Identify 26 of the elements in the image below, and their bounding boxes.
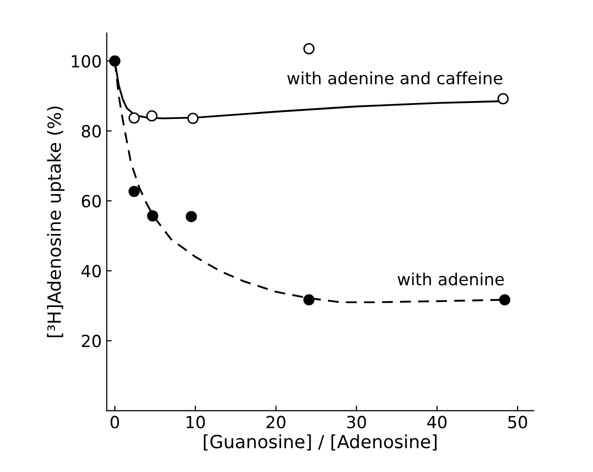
- series-label: with adenine and caffeine: [287, 72, 502, 84]
- point: [497, 93, 509, 104]
- x-tick-label: 10: [186, 416, 205, 428]
- point: [186, 210, 197, 222]
- y-tick-label: 60: [82, 194, 101, 208]
- x-tick-label: 40: [427, 416, 447, 428]
- point: [147, 210, 158, 222]
- point: [187, 112, 199, 124]
- x-axis-title: [Guanosine] / [Adenosine]: [204, 434, 437, 451]
- series-label: with adenine: [398, 272, 504, 286]
- y-tick-label: 80: [82, 124, 101, 138]
- x-tick-label: 20: [266, 416, 286, 428]
- x-tick-label: 50: [508, 416, 528, 428]
- point: [109, 55, 120, 67]
- point: [128, 186, 140, 198]
- x-tick-label: 0: [110, 416, 119, 428]
- point: [128, 112, 140, 124]
- y-tick-label: 20: [82, 334, 101, 348]
- x-tick-label: 30: [347, 416, 366, 428]
- point: [303, 294, 315, 306]
- point: [499, 294, 510, 306]
- point: [303, 43, 315, 54]
- y-tick-label: 40: [81, 264, 101, 278]
- y-tick-label: 100: [72, 54, 101, 68]
- y-axis-title: [³H]Adenosine uptake (%): [47, 106, 65, 338]
- point: [146, 110, 158, 122]
